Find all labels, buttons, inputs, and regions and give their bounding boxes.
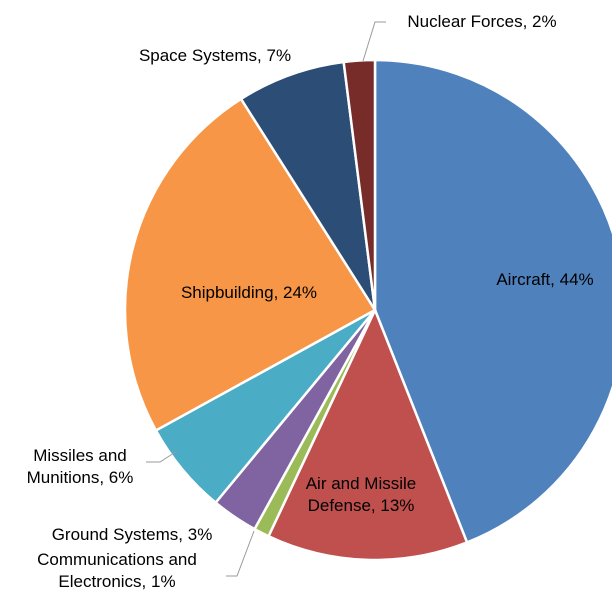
- label-missiles-and-munitions: Missiles and Munitions, 6%: [27, 446, 134, 487]
- label-air-and-missile-defense: Air and Missile Defense, 13%: [306, 474, 417, 515]
- label-line: Defense, 13%: [308, 496, 415, 515]
- label-line: Communications and: [37, 550, 197, 569]
- label-communications-and-electronics: Communications and Electronics, 1%: [37, 550, 197, 591]
- label-line: Air and Missile: [306, 474, 417, 493]
- leader-line-missiles-and-munitions: [146, 450, 178, 463]
- label-line: Ground Systems, 3%: [52, 525, 213, 544]
- slice-nuclear-forces: [342, 58, 377, 311]
- label-space-systems: Space Systems, 7%: [139, 46, 291, 65]
- label-aircraft: Aircraft, 44%: [496, 270, 593, 289]
- label-line: Aircraft, 44%: [496, 270, 593, 289]
- slice-air-and-missile-defense: [266, 306, 469, 562]
- label-nuclear-forces: Nuclear Forces, 2%: [407, 12, 556, 31]
- leader-line-communications-and-electronics: [226, 530, 255, 577]
- slice-aircraft: [373, 58, 612, 545]
- leader-line-nuclear-forces: [362, 21, 386, 62]
- pie-slices: [123, 58, 612, 562]
- label-line: Munitions, 6%: [27, 468, 134, 487]
- leader-lines: [146, 21, 386, 577]
- label-line: Space Systems, 7%: [139, 46, 291, 65]
- slice-labels: Aircraft, 44% Air and Missile Defense, 13%…: [27, 12, 594, 591]
- label-line: Electronics, 1%: [58, 572, 175, 591]
- slice-space-systems: [239, 60, 377, 311]
- label-line: Shipbuilding, 24%: [181, 283, 317, 302]
- label-line: Nuclear Forces, 2%: [407, 12, 556, 31]
- label-shipbuilding: Shipbuilding, 24%: [181, 283, 317, 302]
- label-ground-systems: Ground Systems, 3%: [52, 525, 213, 544]
- label-line: Missiles and: [33, 446, 127, 465]
- slice-shipbuilding: [123, 97, 377, 433]
